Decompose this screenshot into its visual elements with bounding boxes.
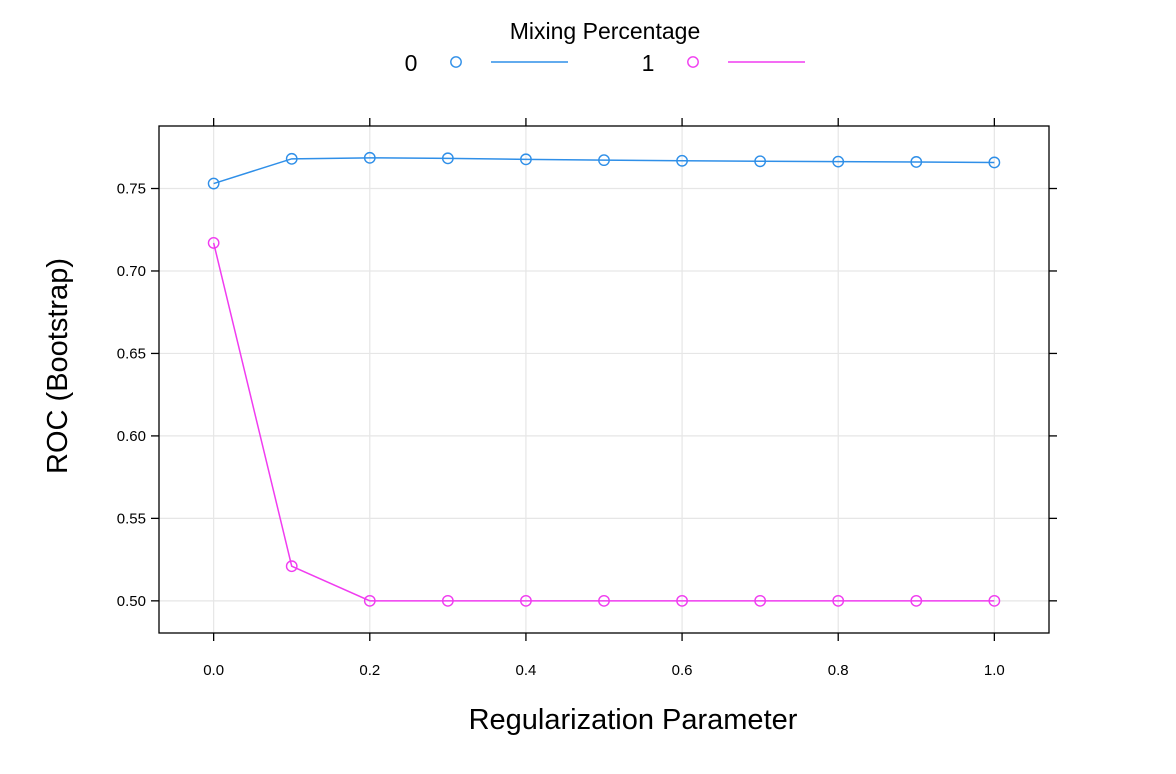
y-tick-label-2: 0.60	[117, 428, 146, 445]
series-0-point-2	[363, 151, 376, 164]
legend-marker-0	[450, 56, 462, 68]
x-tick-label-4: 0.8	[828, 662, 849, 679]
y-tick-label-3: 0.65	[117, 345, 146, 362]
series-0-point-8	[832, 155, 845, 168]
series-0-point-4	[520, 153, 532, 166]
gridlines	[159, 126, 1049, 633]
axis-ticks: 0.0 0.2 0.4 0.6 0.8 1.0 0.50 0.55 0.60 0.65 0.70 0.…	[117, 118, 1057, 679]
x-tick-label-3: 0.6	[672, 662, 693, 679]
series-0-point-10	[988, 156, 1001, 169]
legend-title: Mixing Percentage	[510, 18, 701, 44]
y-axis-title: ROC (Bootstrap)	[42, 258, 74, 474]
series-0-point-5	[598, 154, 610, 167]
series-1-line	[212, 242, 995, 602]
x-tick-label-1: 0.2	[359, 662, 380, 679]
series-layer	[207, 151, 1001, 607]
x-tick-label-2: 0.4	[516, 662, 537, 679]
x-tick-label-5: 1.0	[984, 662, 1005, 679]
legend-item-1: 1	[642, 50, 805, 76]
series-0-line	[213, 157, 995, 185]
series-0-point-0	[207, 177, 220, 190]
x-tick-label-0: 0.0	[203, 662, 224, 679]
series-0	[207, 151, 1001, 190]
x-axis-title: Regularization Parameter	[469, 704, 798, 736]
series-0-point-7	[754, 155, 767, 168]
series-0-point-3	[441, 152, 454, 165]
series-1-point-6	[676, 594, 688, 607]
series-0-point-6	[676, 154, 688, 167]
series-0-point-1	[285, 152, 298, 165]
series-1-point-0	[207, 237, 220, 249]
series-1-point-1	[285, 560, 298, 573]
y-tick-label-5: 0.75	[117, 181, 146, 198]
series-1-point-9	[910, 594, 923, 607]
legend-label-1: 1	[642, 50, 655, 76]
series-1-point-5	[598, 594, 610, 607]
plot-panel	[158, 125, 1050, 634]
y-tick-label-4: 0.70	[117, 263, 146, 280]
series-1-point-3	[441, 594, 454, 607]
legend-label-0: 0	[405, 50, 418, 76]
series-1-point-7	[754, 594, 767, 607]
y-tick-label-1: 0.55	[117, 510, 146, 527]
series-1	[207, 237, 1001, 607]
legend-marker-1	[687, 56, 699, 68]
series-0-point-9	[910, 156, 923, 168]
series-1-point-10	[988, 594, 1001, 607]
legend-item-0: 0	[405, 50, 568, 76]
y-tick-label-0: 0.50	[117, 593, 146, 610]
series-1-point-4	[520, 594, 532, 607]
series-1-point-2	[363, 594, 376, 607]
series-1-point-8	[832, 594, 845, 607]
